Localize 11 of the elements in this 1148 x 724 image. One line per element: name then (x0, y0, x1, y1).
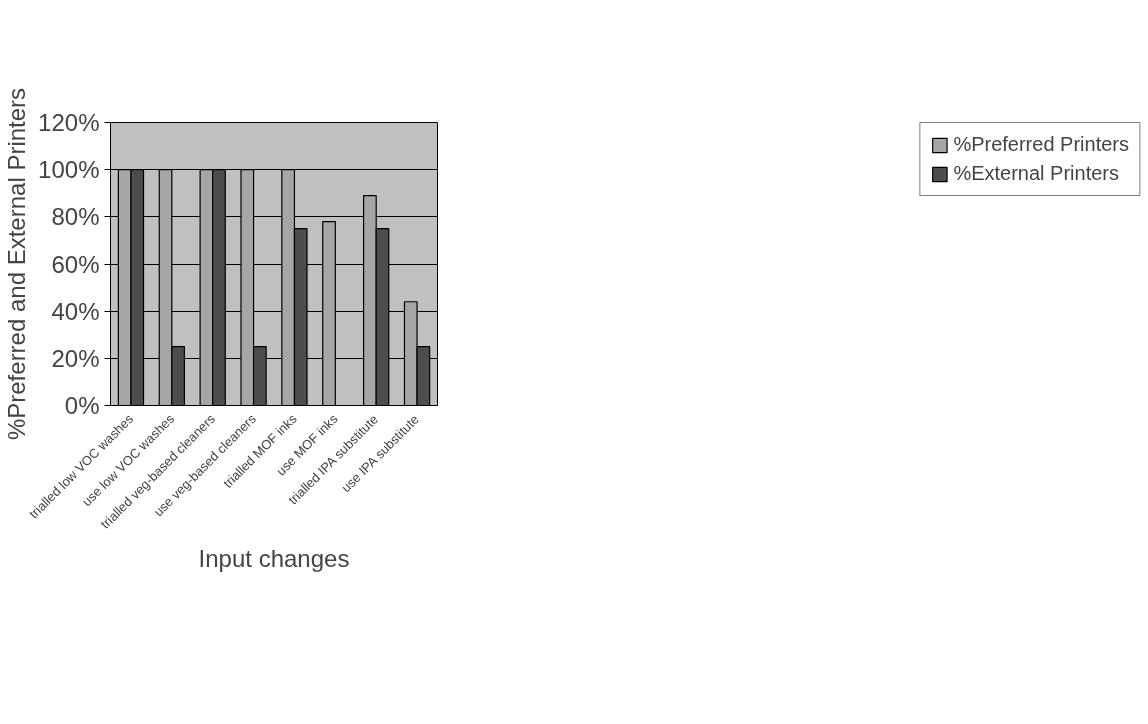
y-tick-label: 80% (51, 203, 100, 231)
legend-label: %Preferred Printers (953, 133, 1129, 156)
x-axis-title: Input changes (198, 544, 350, 572)
y-tick-label: 100% (38, 156, 100, 184)
y-tick-label: 20% (51, 344, 100, 372)
y-tick-label: 40% (51, 297, 100, 325)
y-tick-label: 0% (64, 392, 100, 419)
y-tick-label: 60% (51, 250, 100, 278)
y-axis-title: %Preferred and External Printers (3, 87, 31, 441)
legend-label: %External Printers (953, 162, 1119, 185)
y-tick-label: 120% (38, 109, 100, 136)
